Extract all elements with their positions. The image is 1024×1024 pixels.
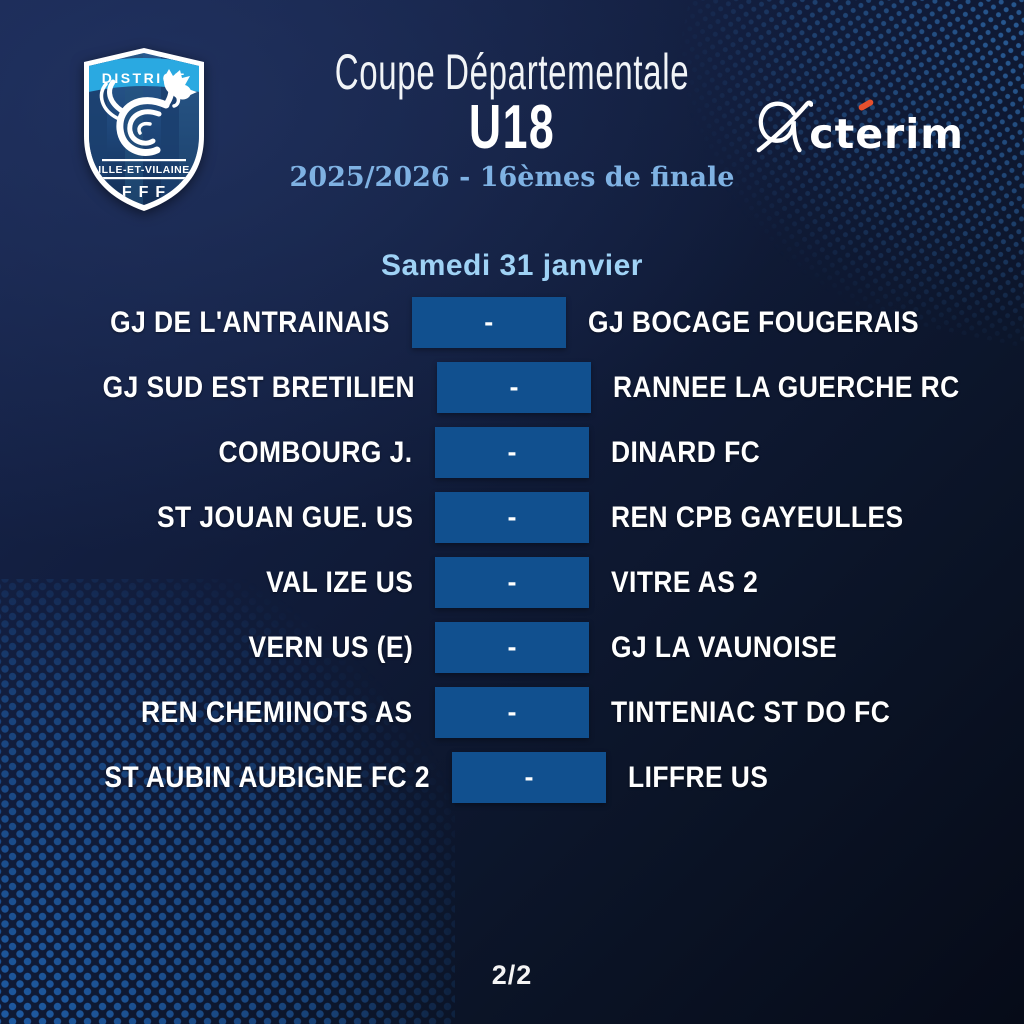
score-separator: - bbox=[507, 567, 517, 597]
home-team: REN CHEMINOTS AS bbox=[141, 695, 413, 729]
rooster-head bbox=[163, 69, 192, 100]
match-row: COMBOURG J. - DINARD FC bbox=[60, 427, 964, 478]
away-team-cell: VITRE AS 2 bbox=[611, 566, 964, 600]
sponsor-logo-acterim: ct erim bbox=[755, 94, 964, 156]
score-separator: - bbox=[507, 697, 517, 727]
home-team-cell: VAL IZE US bbox=[60, 566, 413, 600]
rooster-beak bbox=[188, 89, 197, 96]
home-team: GJ SUD EST BRETILIEN bbox=[102, 370, 416, 404]
score-separator: - bbox=[509, 372, 519, 402]
score-separator: - bbox=[507, 632, 517, 662]
score-separator: - bbox=[507, 502, 517, 532]
match-date-heading: Samedi 31 janvier bbox=[381, 249, 643, 282]
match-row: REN CHEMINOTS AS - TINTENIAC ST DO FC bbox=[60, 687, 964, 738]
page-indicator: 2/2 bbox=[491, 960, 533, 990]
score-box: - bbox=[435, 687, 589, 738]
home-team: ST JOUAN GUE. US bbox=[156, 500, 413, 534]
score-box: - bbox=[451, 752, 606, 803]
acterim-script-a-icon bbox=[756, 100, 814, 153]
home-team: COMBOURG J. bbox=[218, 435, 413, 469]
home-team-cell: GJ DE L'ANTRAINAIS bbox=[60, 306, 390, 340]
home-team: ST AUBIN AUBIGNE FC 2 bbox=[104, 760, 430, 794]
away-team: GJ BOCAGE FOUGERAIS bbox=[587, 305, 919, 339]
home-team-cell: GJ SUD EST BRETILIEN bbox=[60, 371, 415, 405]
away-team: GJ LA VAUNOISE bbox=[611, 630, 838, 664]
away-team-cell: GJ LA VAUNOISE bbox=[611, 631, 964, 665]
match-row: ST AUBIN AUBIGNE FC 2 - LIFFRE US bbox=[60, 752, 964, 803]
score-box: - bbox=[435, 492, 589, 543]
away-team-cell: TINTENIAC ST DO FC bbox=[611, 696, 964, 730]
home-team-cell: COMBOURG J. bbox=[60, 436, 413, 470]
home-team-cell: VERN US (E) bbox=[60, 631, 413, 665]
away-team: REN CPB GAYEULLES bbox=[611, 500, 904, 534]
federation-label: FFF bbox=[122, 184, 172, 201]
district-fff-logo: DISTRICT ILLE-ET-VILAINE FFF bbox=[80, 44, 208, 214]
rooster-icon bbox=[99, 79, 181, 156]
away-team: TINTENIAC ST DO FC bbox=[611, 695, 891, 729]
shield-crest-icon: DISTRICT ILLE-ET-VILAINE FFF bbox=[84, 48, 204, 211]
away-team: RANNEE LA GUERCHE RC bbox=[613, 370, 960, 404]
score-separator: - bbox=[524, 762, 534, 792]
category-title: U18 bbox=[468, 93, 556, 162]
away-team-cell: REN CPB GAYEULLES bbox=[611, 501, 964, 535]
home-team: VAL IZE US bbox=[265, 565, 413, 599]
season-round-subtitle: 2025/2026 - 16èmes de finale bbox=[289, 162, 735, 193]
away-team-cell: RANNEE LA GUERCHE RC bbox=[613, 371, 1007, 405]
match-row: VAL IZE US - VITRE AS 2 bbox=[60, 557, 964, 608]
score-box: - bbox=[435, 557, 589, 608]
sponsor-wordmark: ct erim bbox=[809, 98, 964, 156]
match-row: ST JOUAN GUE. US - REN CPB GAYEULLES bbox=[60, 492, 964, 543]
away-team-cell: DINARD FC bbox=[611, 436, 964, 470]
away-team: VITRE AS 2 bbox=[611, 565, 759, 599]
competition-title: Coupe Départementale bbox=[334, 44, 690, 100]
score-box: - bbox=[435, 622, 589, 673]
score-box: - bbox=[437, 362, 592, 413]
score-box: - bbox=[411, 297, 566, 348]
home-team: GJ DE L'ANTRAINAIS bbox=[110, 305, 390, 339]
away-team: LIFFRE US bbox=[627, 760, 769, 794]
score-separator: - bbox=[484, 307, 494, 337]
home-team-cell: REN CHEMINOTS AS bbox=[60, 696, 413, 730]
match-row: GJ DE L'ANTRAINAIS - GJ BOCAGE FOUGERAIS bbox=[60, 297, 964, 348]
score-box: - bbox=[435, 427, 589, 478]
away-team-cell: LIFFRE US bbox=[628, 761, 964, 795]
header-titles: Coupe Départementale U18 2025/2026 - 16è… bbox=[0, 46, 1024, 193]
away-team-cell: GJ BOCAGE FOUGERAIS bbox=[588, 306, 964, 340]
home-team-cell: ST JOUAN GUE. US bbox=[60, 501, 413, 535]
district-banner-label: DISTRICT bbox=[102, 70, 187, 86]
match-row: VERN US (E) - GJ LA VAUNOISE bbox=[60, 622, 964, 673]
match-row: GJ SUD EST BRETILIEN - RANNEE LA GUERCHE… bbox=[60, 362, 964, 413]
district-region-label: ILLE-ET-VILAINE bbox=[98, 164, 190, 176]
home-team-cell: ST AUBIN AUBIGNE FC 2 bbox=[60, 761, 430, 795]
away-team: DINARD FC bbox=[611, 435, 761, 469]
score-separator: - bbox=[507, 437, 517, 467]
home-team: VERN US (E) bbox=[248, 630, 413, 664]
match-list: GJ DE L'ANTRAINAIS - GJ BOCAGE FOUGERAIS… bbox=[60, 297, 964, 803]
